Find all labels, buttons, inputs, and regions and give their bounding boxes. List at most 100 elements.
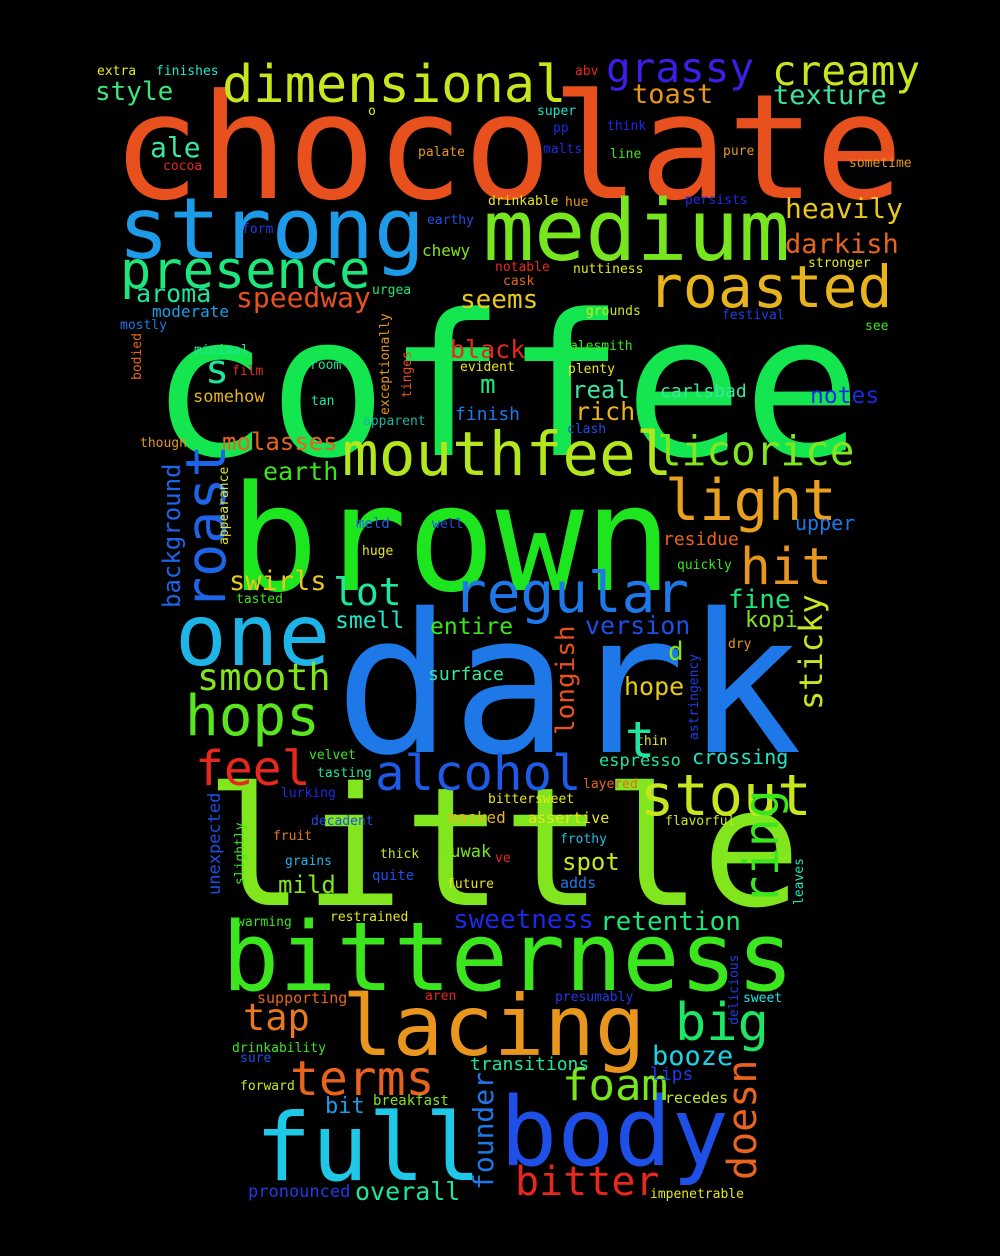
word: drinkable (488, 194, 559, 209)
word: stronger (808, 256, 871, 271)
word: bitter (515, 1159, 660, 1205)
word: lacing (342, 977, 645, 1075)
word: bodied (130, 333, 145, 380)
word: flavorful (665, 814, 735, 829)
word: seems (460, 285, 538, 315)
word: quickly (677, 558, 732, 573)
word: real (572, 376, 630, 404)
word: slightly (233, 822, 248, 885)
word: thin (636, 734, 667, 749)
word: luwak (440, 842, 491, 862)
word: licorice (657, 427, 854, 475)
word: roast (174, 444, 238, 610)
word: notable (495, 260, 550, 275)
word: sweetness (453, 905, 594, 935)
word: pure (723, 144, 754, 159)
word: mild (278, 871, 336, 899)
word: festival (722, 308, 785, 323)
word: dimensional (222, 55, 566, 115)
word: coffee (150, 273, 862, 502)
word: though (140, 436, 187, 451)
word: frothy (560, 832, 607, 847)
word: forward (240, 1079, 295, 1094)
word: medium (483, 182, 790, 281)
word: well (432, 517, 463, 532)
word: light (665, 468, 837, 534)
word: apparent (363, 414, 426, 429)
word: finishes (156, 64, 219, 79)
word: meld (356, 516, 390, 532)
word: abv (575, 64, 599, 79)
word: appearance (217, 467, 232, 545)
word: style (95, 77, 173, 107)
word: black (450, 335, 525, 364)
word: presence (120, 241, 370, 301)
word: chocolate (112, 63, 903, 233)
word: speedway (236, 281, 371, 314)
word: sure (240, 1051, 271, 1066)
word: carlsbad (660, 381, 747, 402)
word: somehow (193, 387, 265, 407)
word: doesn (720, 1060, 766, 1180)
word: aroma (136, 279, 211, 308)
word: grains (285, 854, 332, 869)
word: delicious (727, 955, 742, 1025)
word: espresso (599, 751, 681, 771)
word: overall (355, 1177, 460, 1206)
word: layered (583, 777, 638, 792)
word: extra (97, 64, 136, 79)
word: spot (562, 848, 620, 876)
word: brown (230, 454, 673, 625)
word: quite (372, 868, 414, 884)
word: smell (335, 608, 404, 634)
word: bittersweet (488, 792, 574, 807)
word: tinges (400, 351, 415, 398)
word: chewy (422, 241, 471, 260)
word: little (205, 752, 801, 944)
word: crossing (692, 745, 788, 769)
word: booze (652, 1041, 733, 1072)
word: m (480, 370, 496, 400)
word: ve (495, 851, 511, 866)
word: huge (362, 544, 393, 559)
word: nuttiness (573, 262, 643, 277)
word: form (242, 222, 273, 237)
word: thick (380, 847, 419, 862)
word: finish (455, 404, 520, 425)
word: restrained (330, 910, 408, 925)
word: residue (663, 529, 739, 550)
word: background (158, 464, 186, 609)
word: heavily (785, 192, 903, 225)
word: feel (195, 741, 311, 797)
word: future (447, 877, 494, 892)
word: rich (575, 397, 635, 426)
word: longish (551, 625, 581, 735)
word: lips (650, 1064, 693, 1085)
word: d (668, 637, 684, 667)
word: recedes (665, 1089, 728, 1107)
word: one (175, 586, 330, 686)
word: cask (503, 274, 534, 289)
word: stout (640, 763, 812, 829)
word: grounds (586, 304, 641, 319)
word: ale (150, 131, 201, 164)
word: warming (237, 915, 292, 930)
word: sometime (849, 156, 912, 171)
word: creamy (772, 47, 920, 95)
word: alesmith (570, 339, 633, 354)
word: malts (543, 142, 582, 157)
word: plenty (568, 362, 615, 377)
word: see (865, 319, 889, 334)
word: leaves (792, 858, 807, 905)
word: swirls (229, 566, 327, 597)
word: earth (263, 457, 338, 486)
word: founder (467, 1072, 500, 1190)
word: evident (460, 360, 515, 375)
word: lot (333, 570, 402, 614)
word: velvet (309, 748, 356, 763)
word: upper (795, 511, 855, 535)
word: bit (325, 1094, 365, 1119)
word: body (500, 1078, 729, 1188)
